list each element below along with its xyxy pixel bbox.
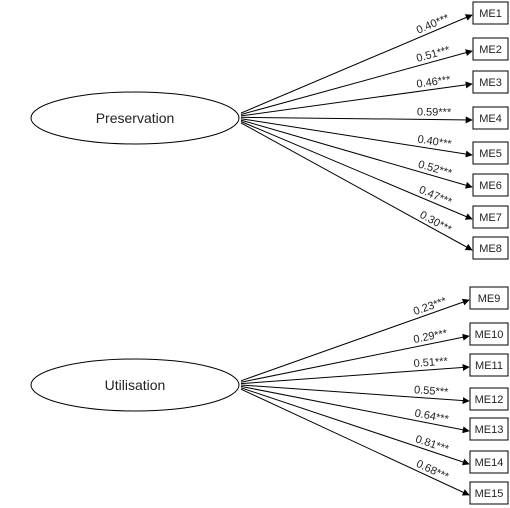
indicator-box-me9 xyxy=(469,286,509,310)
indicator-label-me10: ME10 xyxy=(475,329,504,341)
indicator-box-me15 xyxy=(469,481,509,505)
indicator-box-me3 xyxy=(472,70,509,94)
loading-me1: 0.40*** xyxy=(415,12,452,37)
indicator-box-me13 xyxy=(469,417,509,441)
path-arrow-me14 xyxy=(240,387,470,466)
indicator-box-me7 xyxy=(472,205,509,229)
loading-me5: 0.40*** xyxy=(417,133,453,150)
path-arrow-me3 xyxy=(240,81,473,117)
loading-me12: 0.55*** xyxy=(414,384,450,398)
factor-label-preservation: Preservation xyxy=(96,110,175,126)
loading-me14: 0.81*** xyxy=(414,433,451,455)
path-arrow-me11 xyxy=(240,363,470,385)
path-arrow-me9 xyxy=(240,298,470,382)
path-arrow-me5 xyxy=(240,118,473,158)
indicator-label-me14: ME14 xyxy=(475,457,504,469)
path-arrow-me15 xyxy=(240,388,470,496)
loading-me13: 0.64*** xyxy=(414,407,451,426)
indicator-label-me7: ME7 xyxy=(479,212,502,224)
path-arrow-me8 xyxy=(240,122,473,251)
path-arrow-me4 xyxy=(240,116,473,124)
indicator-box-me6 xyxy=(472,173,509,197)
path-arrow-me13 xyxy=(240,385,470,434)
indicator-box-me10 xyxy=(469,322,509,346)
indicator-label-me15: ME15 xyxy=(475,488,504,500)
indicator-box-me2 xyxy=(472,37,509,61)
loading-me9: 0.23*** xyxy=(412,295,449,318)
path-arrow-me7 xyxy=(240,121,473,220)
path-arrow-me12 xyxy=(240,384,470,405)
indicator-box-me1 xyxy=(472,1,509,25)
loading-me4: 0.59*** xyxy=(417,106,452,118)
indicator-label-me5: ME5 xyxy=(479,148,502,160)
factor-label-utilisation: Utilisation xyxy=(105,377,166,393)
loading-me3: 0.46*** xyxy=(416,74,452,91)
indicator-label-me11: ME11 xyxy=(475,360,503,372)
indicator-label-me6: ME6 xyxy=(479,180,502,192)
loading-me11: 0.51*** xyxy=(413,355,449,370)
factor-ellipse-utilisation xyxy=(30,358,240,412)
path-arrow-me10 xyxy=(240,333,470,383)
loading-me15: 0.68*** xyxy=(414,458,451,484)
factor-group-utilisation: 0.23***0.29***0.51***0.55***0.64***0.81*… xyxy=(30,286,509,505)
path-arrow-me1 xyxy=(240,14,473,114)
path-arrow-me6 xyxy=(240,119,473,189)
indicator-label-me13: ME13 xyxy=(475,424,504,436)
indicator-box-me4 xyxy=(472,106,509,130)
factor-group-preservation: 0.40***0.51***0.46***0.59***0.40***0.52*… xyxy=(30,1,509,260)
indicator-box-me12 xyxy=(469,387,509,411)
indicator-label-me12: ME12 xyxy=(475,394,504,406)
indicator-box-me14 xyxy=(469,450,509,474)
indicator-label-me8: ME8 xyxy=(479,243,502,255)
indicator-box-me8 xyxy=(472,236,509,260)
path-arrow-me2 xyxy=(240,49,473,115)
indicator-label-me9: ME9 xyxy=(478,293,501,305)
factor-ellipse-preservation xyxy=(30,91,240,145)
indicator-box-me5 xyxy=(472,141,509,165)
indicator-label-me1: ME1 xyxy=(479,8,502,20)
indicator-label-me4: ME4 xyxy=(479,113,502,125)
indicator-box-me11 xyxy=(469,353,509,377)
loading-me7: 0.47*** xyxy=(417,184,454,209)
indicator-label-me3: ME3 xyxy=(479,77,502,89)
indicator-label-me2: ME2 xyxy=(479,44,502,56)
